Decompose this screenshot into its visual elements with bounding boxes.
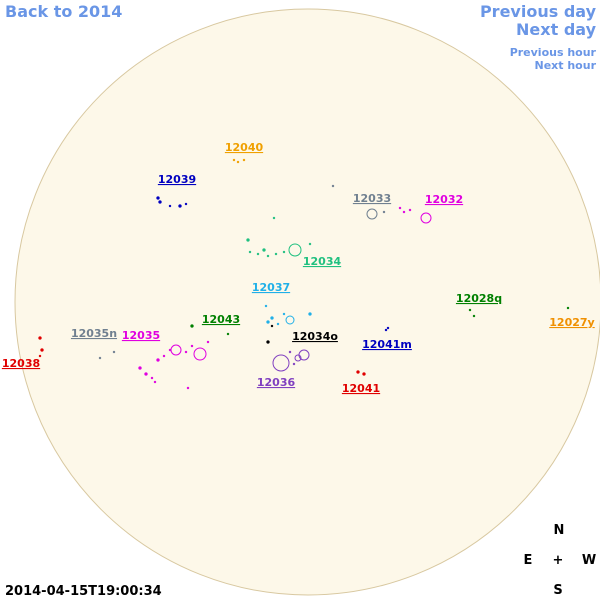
region-label: 12037 [252,281,290,294]
sunspot [356,370,360,374]
sunspot [98,356,102,360]
sunspot [331,184,335,188]
region-label: 12032 [425,193,463,206]
sunspot [308,312,312,316]
sunspot [40,348,44,352]
compass-west: W [582,553,596,568]
timestamp: 2014-04-15T19:00:34 [5,584,162,599]
region-label: 12028q [456,292,502,305]
sunspot [153,380,157,384]
sunspot [138,366,142,370]
sunspot [472,314,476,318]
region-label: 12043 [202,313,240,326]
region-label: 12034o [292,330,338,343]
sunspot [398,206,402,210]
sunspot [386,326,390,330]
sunspot [566,306,570,310]
sunspot [294,354,302,362]
sunspot [112,350,116,354]
sunspot [236,160,240,164]
sunspot [193,347,207,361]
sunspot [206,340,210,344]
sunspot [150,376,154,380]
sunspot [266,340,270,344]
region-label: 12039 [158,173,196,186]
back-link[interactable]: Back to 2014 [5,2,122,21]
sunspot [270,324,274,328]
compass-east: E [524,553,533,568]
sunspot [266,254,270,258]
sunspot [382,210,386,214]
compass-south: S [553,583,562,598]
sunspot [168,348,172,352]
sunspot [242,158,246,162]
region-label: 12027y [549,316,594,329]
sunspot [248,250,252,254]
sunspot [272,354,290,372]
sunspot [366,208,378,220]
sunspot [264,304,268,308]
region-label: 12034 [303,255,342,268]
sunspot [402,210,406,214]
sunspot [408,208,412,212]
sunspot [420,212,432,224]
sunspot [226,332,230,336]
next-day-link[interactable]: Next day [516,20,597,39]
region-label: 12041 [342,382,380,395]
solar-disk [14,8,600,596]
region-label: 12036 [257,376,296,389]
sunspot [384,328,388,332]
region-label: 12035 [122,329,160,342]
sunspot [246,238,250,242]
sunspot [162,354,166,358]
region-label: 12041m [362,338,412,351]
sunspot [186,386,190,390]
region-label: 12033 [353,192,391,205]
sunspot [168,204,172,208]
sunspot [282,312,286,316]
sunspot [144,372,148,376]
sunspot [38,354,42,358]
compass-north: N [554,523,565,538]
sunspot [262,248,266,252]
sunspot [190,344,194,348]
sunspot [274,252,278,256]
sunspot [285,315,295,325]
sunspot [256,252,260,256]
sunspot [292,362,296,366]
sunspot [276,322,280,326]
sunspot [266,320,270,324]
sunspot [308,242,312,246]
previous-day-link[interactable]: Previous day [480,2,597,21]
sunspot [158,200,162,204]
region-label: 12040 [225,141,264,154]
sunspot [468,308,472,312]
sunspot [288,350,292,354]
sunspot [362,372,366,376]
sunspot [156,196,160,200]
sunspot [272,216,276,220]
compass-center: + [553,553,564,568]
sunspot [178,204,182,208]
sunspot [232,158,236,162]
sunspot [184,202,188,206]
region-label: 12035n [71,327,117,340]
next-hour-link[interactable]: Next hour [535,59,597,72]
previous-hour-link[interactable]: Previous hour [510,46,597,59]
sunspot [190,324,194,328]
sunspot [38,336,42,340]
sunspot [270,316,274,320]
sunspot [156,358,160,362]
region-label: 12038 [2,357,40,370]
sunspot [282,250,286,254]
sunspot [288,243,302,257]
sunspot [184,350,188,354]
